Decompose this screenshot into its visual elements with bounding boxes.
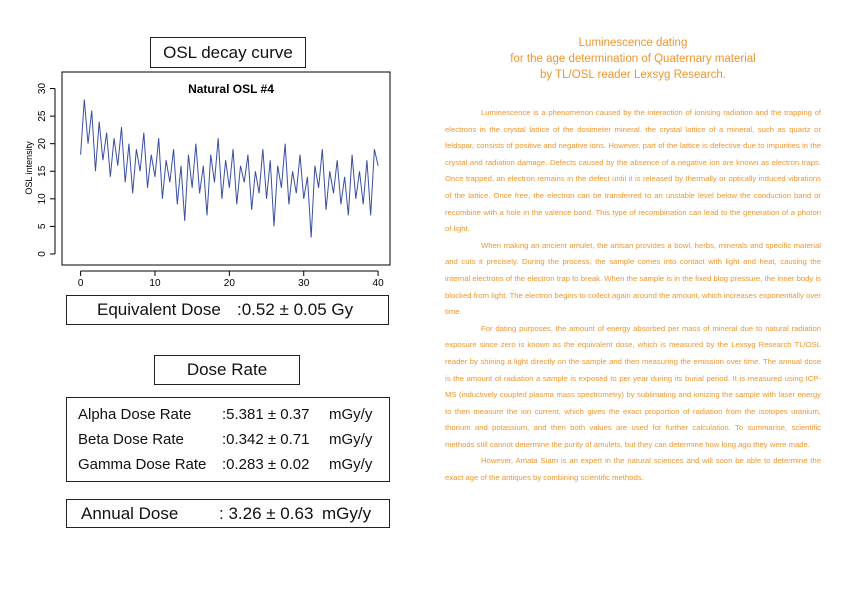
value: :0.283 ± 0.02 bbox=[222, 456, 310, 473]
y-tick-label: 25 bbox=[37, 110, 48, 122]
annual-dose-box: Annual Dose : 3.26 ± 0.63 mGy/y bbox=[66, 499, 390, 528]
data-line bbox=[80, 99, 379, 238]
unit: mGy/y bbox=[329, 406, 373, 423]
unit: mGy/y bbox=[329, 456, 373, 473]
y-tick-label: 20 bbox=[37, 138, 48, 150]
value: :0.52 ± 0.05 Gy bbox=[237, 300, 354, 319]
y-tick-label: 15 bbox=[37, 165, 48, 177]
y-tick-label: 5 bbox=[37, 223, 48, 229]
x-tick-label: 40 bbox=[373, 278, 385, 289]
paragraph: However, Amata Siam is an expert in the … bbox=[445, 456, 821, 483]
y-tick-label: 30 bbox=[37, 83, 48, 95]
label: Beta Dose Rate bbox=[78, 431, 184, 448]
equivalent-dose-box: Equivalent Dose :0.52 ± 0.05 Gy bbox=[66, 295, 389, 325]
dose-rate-heading: Dose Rate bbox=[154, 355, 300, 385]
label: Alpha Dose Rate bbox=[78, 406, 192, 423]
label: Equivalent Dose bbox=[97, 300, 221, 319]
y-tick-label: 10 bbox=[37, 193, 48, 205]
unit: mGy/y bbox=[322, 504, 372, 523]
heading-line: Luminescence dating bbox=[578, 37, 688, 49]
label: Gamma Dose Rate bbox=[78, 456, 207, 473]
x-tick-label: 20 bbox=[224, 278, 236, 289]
label: Annual Dose bbox=[81, 504, 179, 523]
heading-line: for the age determination of Quaternary … bbox=[510, 53, 756, 65]
paragraph: For dating purposes, the amount of energ… bbox=[445, 323, 821, 449]
chart: Natural OSL #4 OSL intensity 0 5 10 15 20 25 3… bbox=[24, 71, 391, 289]
article: Luminescence dating for the age determina… bbox=[445, 35, 821, 487]
value: :5.381 ± 0.37 bbox=[222, 406, 310, 423]
chart-title: Natural OSL #4 bbox=[188, 82, 274, 96]
unit: mGy/y bbox=[329, 431, 373, 448]
paragraph: Luminescence is a phenomenon caused by t… bbox=[445, 108, 821, 234]
y-label: OSL intensity bbox=[24, 141, 34, 195]
heading-line: by TL/OSL reader Lexsyg Research. bbox=[539, 69, 726, 81]
y-tick-label: 0 bbox=[37, 251, 48, 257]
x-tick-label: 0 bbox=[78, 278, 84, 289]
plot-box bbox=[61, 71, 391, 266]
value: : 3.26 ± 0.63 bbox=[219, 504, 314, 523]
x-tick-label: 30 bbox=[298, 278, 310, 289]
paragraph: When making an ancient amulet, the artis… bbox=[445, 240, 821, 317]
value: :0.342 ± 0.71 bbox=[222, 431, 310, 448]
x-tick-label: 10 bbox=[149, 278, 161, 289]
rates-box: Alpha Dose Rate :5.381 ± 0.37 mGy/y Beta… bbox=[66, 397, 390, 482]
osl-heading: OSL decay curve bbox=[150, 37, 306, 68]
article-heading: Luminescence dating for the age determina… bbox=[445, 35, 821, 83]
